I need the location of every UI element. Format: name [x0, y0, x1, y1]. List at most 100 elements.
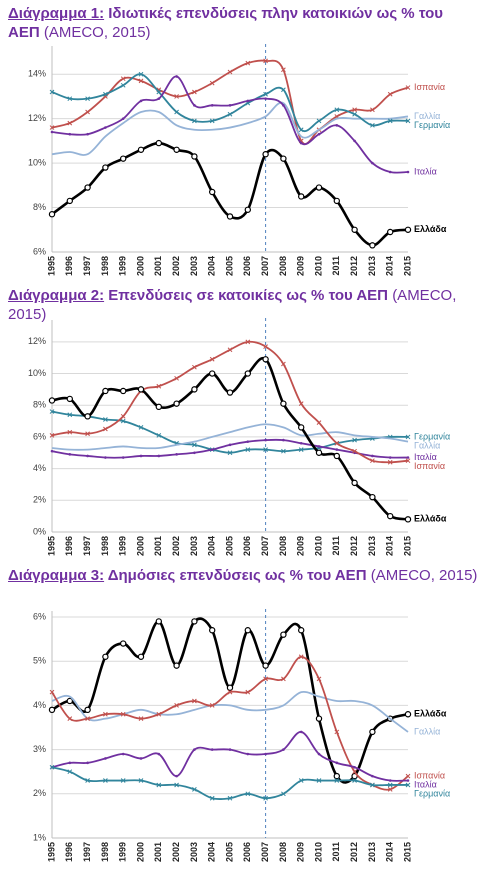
data-point — [68, 132, 72, 136]
x-tick-label: 1999 — [118, 256, 128, 276]
data-point — [298, 127, 304, 133]
data-point — [175, 774, 178, 778]
series-line — [51, 655, 409, 791]
data-point — [68, 761, 72, 765]
data-point — [263, 676, 268, 682]
data-point — [121, 752, 125, 756]
data-point — [334, 107, 340, 113]
data-point — [84, 184, 91, 191]
legend-label: Ισπανία — [414, 461, 445, 471]
y-tick-label: 12% — [28, 336, 46, 346]
data-point — [405, 782, 411, 788]
data-point — [103, 417, 108, 422]
chart-title: Διάγραμμα 2: Επενδύσεις σε κατοικίες ως … — [8, 286, 478, 324]
data-point — [48, 397, 56, 404]
legend-label: Γερμανία — [414, 120, 450, 130]
data-point — [67, 412, 73, 418]
data-point — [209, 118, 215, 124]
data-point — [388, 170, 392, 174]
x-tick-label: 1998 — [100, 536, 110, 556]
data-point — [298, 401, 304, 406]
data-point — [84, 413, 91, 420]
x-tick-label: 2005 — [224, 536, 234, 556]
data-point — [316, 118, 322, 124]
x-tick-label: 2003 — [189, 536, 199, 556]
data-point — [369, 493, 376, 501]
data-point — [282, 748, 285, 751]
data-point — [387, 512, 394, 520]
data-point — [245, 447, 251, 452]
y-tick-label: 2% — [33, 788, 46, 798]
data-point — [226, 213, 234, 220]
data-point — [298, 447, 304, 452]
data-point — [120, 76, 126, 82]
data-point — [371, 454, 374, 458]
chart-title: Διάγραμμα 3: Δημόσιες επενδύσεις ως % το… — [8, 566, 478, 585]
x-tick-label: 1996 — [64, 256, 74, 276]
data-point — [282, 438, 285, 442]
data-point — [173, 146, 180, 153]
data-point — [387, 228, 394, 236]
data-point — [246, 752, 250, 756]
data-point — [103, 426, 108, 432]
data-point — [405, 458, 411, 464]
data-point — [191, 386, 198, 393]
data-point — [227, 347, 233, 353]
legend-label: Γαλλία — [414, 726, 440, 736]
x-tick-label: 2015 — [402, 842, 412, 862]
data-point — [86, 132, 89, 136]
x-tick-label: 2009 — [296, 256, 306, 276]
x-tick-label: 2010 — [313, 256, 323, 276]
data-point — [316, 676, 322, 682]
x-tick-label: 2000 — [135, 256, 145, 276]
data-point — [67, 429, 73, 435]
data-point — [192, 787, 197, 792]
data-point — [371, 774, 374, 778]
title-prefix: Διάγραμμα 3: — [8, 567, 105, 584]
data-point — [102, 164, 109, 171]
y-tick-label: 6% — [33, 611, 46, 621]
data-point — [281, 87, 286, 93]
data-point — [244, 206, 251, 213]
x-tick-label: 2004 — [207, 842, 217, 862]
x-tick-label: 2015 — [402, 256, 412, 276]
data-point — [48, 706, 56, 714]
data-point — [280, 400, 287, 407]
y-tick-label: 5% — [33, 656, 46, 666]
x-tick-label: 2002 — [171, 842, 181, 862]
x-tick-label: 1996 — [64, 536, 74, 556]
data-point — [405, 434, 411, 440]
data-point — [175, 75, 178, 78]
legend-label: Ελλάδα — [414, 709, 447, 719]
legend-label: Ισπανία — [414, 770, 445, 780]
x-tick-label: 2014 — [385, 842, 395, 862]
legend-label: Γερμανία — [414, 431, 450, 441]
data-point — [317, 752, 321, 756]
data-point — [353, 139, 356, 143]
data-point — [156, 432, 162, 438]
data-point — [227, 689, 233, 695]
data-point — [352, 778, 357, 783]
data-point — [227, 795, 233, 801]
data-point — [387, 787, 393, 792]
data-point — [86, 761, 89, 765]
legend-label: Γαλλία — [414, 440, 440, 450]
data-point — [138, 778, 144, 783]
x-tick-label: 2011 — [331, 256, 341, 276]
x-tick-label: 2006 — [242, 256, 252, 276]
x-tick-label: 1997 — [82, 256, 92, 276]
x-tick-label: 2005 — [224, 256, 234, 276]
data-point — [387, 118, 393, 124]
data-point — [66, 395, 74, 403]
data-point — [174, 703, 179, 708]
data-point — [369, 728, 376, 736]
data-point — [316, 420, 322, 426]
data-point — [245, 689, 251, 695]
data-point — [157, 454, 161, 458]
x-tick-label: 2012 — [349, 256, 359, 276]
data-point — [175, 453, 178, 456]
data-point — [226, 389, 234, 396]
data-point — [155, 139, 162, 147]
data-point — [104, 456, 107, 459]
